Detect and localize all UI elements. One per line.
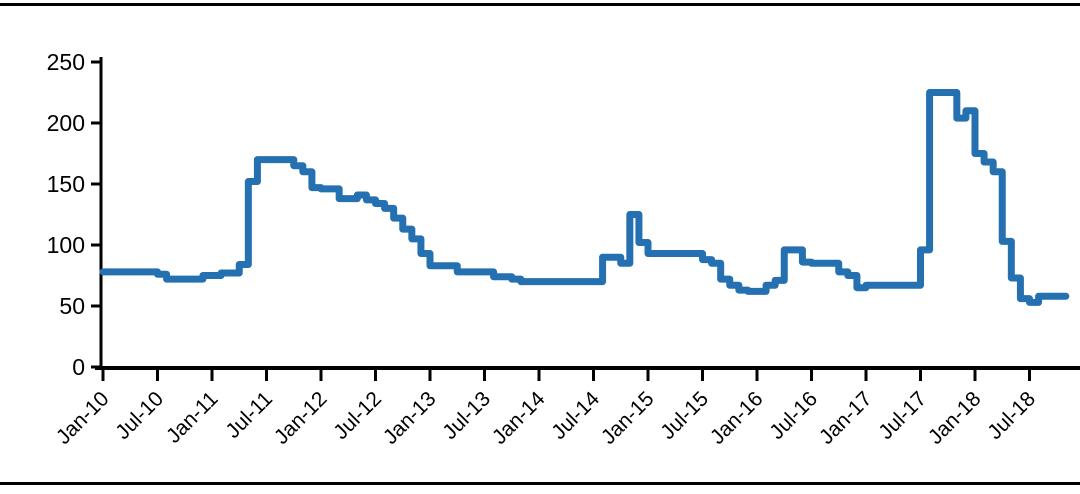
x-tick-label: Jan-13 (379, 387, 441, 449)
x-tick-label: Jul-11 (221, 387, 277, 443)
x-tick-label: Jan-17 (815, 387, 877, 449)
x-tick-label: Jan-15 (597, 387, 659, 449)
x-tick-label: Jul-10 (111, 387, 168, 444)
x-tick-label: Jan-18 (924, 387, 986, 449)
top-rule (0, 3, 1080, 6)
bottom-rule (0, 482, 1080, 485)
x-tick-label: Jul-12 (329, 387, 386, 444)
x-tick-label: Jan-10 (52, 387, 114, 449)
y-tick-label: 150 (47, 171, 85, 197)
y-tick-label: 250 (47, 49, 85, 75)
x-tick-label: Jul-17 (874, 387, 931, 444)
x-tick-label: Jul-15 (656, 387, 713, 444)
y-tick-label: 0 (72, 354, 85, 380)
x-tick-label: Jul-13 (438, 387, 495, 444)
x-tick-label: Jan-16 (706, 387, 768, 449)
x-tick-label: Jan-11 (162, 387, 223, 448)
x-tick-label: Jan-12 (270, 387, 332, 449)
y-tick-label: 100 (47, 232, 85, 258)
x-tick-label: Jul-14 (547, 387, 604, 444)
x-tick-label: Jan-14 (488, 387, 550, 449)
y-tick-label: 50 (59, 293, 85, 319)
y-tick-label: 200 (47, 110, 85, 136)
x-tick-label: Jul-16 (765, 387, 822, 444)
series-line (99, 89, 1070, 306)
x-tick-label: Jul-18 (983, 387, 1040, 444)
